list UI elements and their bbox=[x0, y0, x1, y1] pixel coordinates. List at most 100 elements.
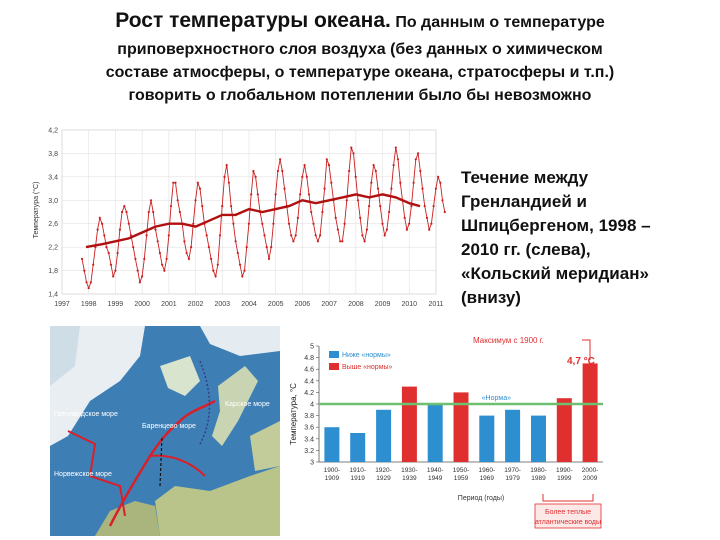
subtitle-line: приповерхностного слоя воздуха (без данн… bbox=[117, 41, 603, 58]
y-tick-label: 1,4 bbox=[48, 292, 58, 299]
monthly-point bbox=[143, 257, 146, 260]
legend-swatch-below bbox=[329, 351, 339, 358]
monthly-point bbox=[412, 181, 415, 184]
x-tick-label: 2003 bbox=[214, 301, 230, 308]
monthly-point bbox=[134, 257, 137, 260]
monthly-point bbox=[169, 205, 173, 208]
monthly-point bbox=[276, 169, 279, 173]
title-main: Рост температуры океана. bbox=[115, 9, 391, 32]
y-tick-label: 3.8 bbox=[304, 413, 314, 420]
monthly-point bbox=[147, 210, 150, 214]
x-tick-label: 2004 bbox=[241, 301, 257, 308]
x-tick-labels: 1900-1909 1910-1919 1920-1929 1930-1939 1940… bbox=[324, 467, 599, 482]
y-tick-label: 4.6 bbox=[304, 367, 314, 374]
monthly-point bbox=[154, 228, 157, 231]
monthly-point bbox=[305, 175, 308, 178]
y-tick-label: 3,0 bbox=[48, 198, 58, 205]
monthly-point bbox=[234, 240, 237, 243]
x-tick-label: 2000- bbox=[582, 467, 599, 474]
map-label-greenland-sea: Гренландское море bbox=[54, 411, 118, 418]
monthly-point bbox=[127, 222, 130, 225]
map-kola-meridian bbox=[159, 435, 163, 487]
monthly-point bbox=[101, 222, 104, 225]
chart-grid bbox=[61, 129, 437, 295]
monthly-point bbox=[241, 275, 244, 278]
legend-above: Выше «нормы» bbox=[342, 364, 393, 371]
monthly-point bbox=[310, 210, 313, 214]
monthly-point bbox=[432, 205, 435, 208]
map-label-kara-sea: Карское море bbox=[225, 401, 270, 408]
monthly-point bbox=[194, 199, 197, 202]
x-axis-label: Период (годы) bbox=[458, 495, 504, 502]
monthly-point bbox=[279, 158, 282, 161]
monthly-point bbox=[176, 199, 179, 202]
monthly-point bbox=[410, 205, 413, 208]
monthly-point bbox=[167, 234, 170, 237]
max-value-label: 4,7 °C bbox=[567, 356, 595, 367]
monthly-point bbox=[185, 251, 188, 255]
x-tick-label: 1970- bbox=[504, 467, 521, 474]
monthly-point bbox=[198, 187, 202, 190]
x-tick-label: 1959 bbox=[454, 475, 469, 482]
bar bbox=[531, 415, 546, 462]
map-arctic-ice bbox=[200, 326, 280, 356]
monthly-point bbox=[376, 187, 380, 190]
x-tick-label: 1980- bbox=[530, 467, 547, 474]
monthly-point bbox=[334, 216, 337, 219]
bar bbox=[556, 398, 572, 462]
monthly-point bbox=[403, 216, 406, 219]
subtitle-line: говорить о глобальном потеплении было бы… bbox=[128, 87, 592, 104]
barents-sea-map: Гренландское море Норвежское море Баренц… bbox=[50, 326, 280, 536]
caption-line: Течение между bbox=[461, 168, 589, 187]
monthly-point bbox=[281, 169, 284, 173]
x-tick-label: 1940- bbox=[427, 467, 444, 474]
y-axis-label: Температура, °C bbox=[289, 383, 298, 445]
caption-line: Шпицбергеном, 1998 – bbox=[461, 216, 651, 235]
monthly-point bbox=[223, 175, 226, 178]
monthly-point bbox=[267, 257, 271, 260]
bar bbox=[350, 433, 366, 462]
monthly-point bbox=[89, 281, 92, 284]
monthly-point bbox=[190, 246, 193, 249]
monthly-point bbox=[321, 210, 324, 214]
monthly-point bbox=[80, 257, 84, 260]
map-label-norwegian-sea: Норвежское море bbox=[54, 471, 112, 478]
monthly-point bbox=[388, 210, 391, 214]
y-axis-label: Температура (°C) bbox=[32, 182, 40, 239]
monthly-point bbox=[238, 263, 242, 266]
x-tick-label: 1910- bbox=[349, 467, 366, 474]
monthly-point bbox=[187, 257, 190, 260]
monthly-point bbox=[296, 216, 299, 219]
monthly-point bbox=[361, 234, 364, 237]
monthly-point bbox=[125, 210, 128, 214]
y-tick-label: 3,8 bbox=[48, 151, 58, 158]
x-tick-labels: 1997 1998 1999 2000 2001 2002 2003 2004 2005 2006… bbox=[54, 301, 443, 308]
monthly-point bbox=[299, 193, 302, 196]
monthly-point bbox=[341, 240, 344, 243]
monthly-point bbox=[287, 222, 291, 225]
norm-label: «Норма» bbox=[482, 395, 511, 402]
map-label-barents-sea: Баренцево море bbox=[142, 423, 196, 430]
monthly-point bbox=[274, 193, 277, 196]
monthly-point bbox=[385, 228, 388, 231]
monthly-point bbox=[121, 210, 124, 214]
x-tick-label: 1998 bbox=[81, 301, 97, 308]
y-tick-label: 2,6 bbox=[48, 221, 58, 228]
monthly-point bbox=[230, 205, 233, 208]
monthly-point bbox=[212, 269, 215, 272]
monthly-point bbox=[109, 263, 113, 266]
monthly-point bbox=[232, 222, 235, 225]
x-tick-label: 2008 bbox=[348, 301, 364, 308]
monthly-point bbox=[314, 234, 317, 237]
monthly-point bbox=[136, 269, 139, 272]
monthly-point bbox=[379, 205, 382, 208]
monthly-point bbox=[365, 228, 368, 231]
max-pointer bbox=[582, 339, 591, 360]
y-tick-label: 4,2 bbox=[48, 128, 58, 135]
monthly-point bbox=[243, 269, 246, 272]
map-novaya-zemlya bbox=[212, 366, 258, 446]
monthly-point bbox=[205, 234, 208, 237]
monthly-point bbox=[417, 152, 420, 155]
monthly-point bbox=[221, 205, 224, 208]
monthly-point bbox=[425, 216, 429, 219]
